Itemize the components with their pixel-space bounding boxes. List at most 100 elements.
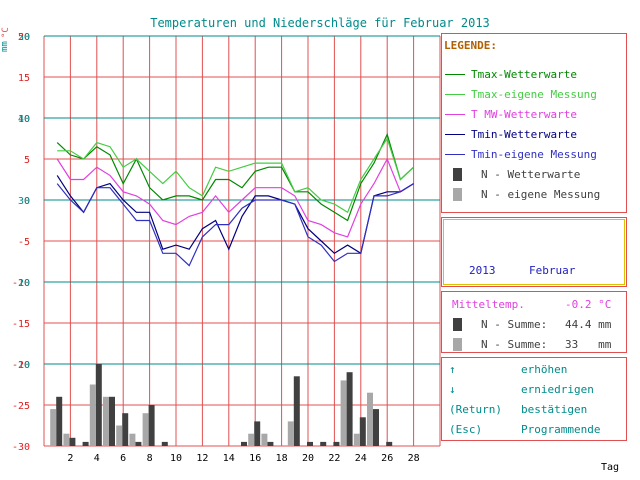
precip-bar xyxy=(142,413,149,446)
period-inner-box xyxy=(443,219,625,285)
side-panel: LEGENDE: Tmax-Wetterwarte Tmax-eigene Mes… xyxy=(441,33,627,441)
key-up-icon[interactable]: ↑ xyxy=(449,363,456,376)
n-sum-own-value: 33 mm xyxy=(565,338,612,351)
legend-swatch xyxy=(445,74,465,75)
precip-bar xyxy=(267,441,274,446)
temperature-lines xyxy=(56,132,415,267)
temp-tick-label: 20 xyxy=(18,32,30,43)
x-tick-label: 10 xyxy=(170,453,182,464)
precip-bar xyxy=(346,372,353,446)
series-line xyxy=(56,183,414,267)
series-line xyxy=(56,157,414,238)
precip-unit-label: mm xyxy=(0,41,10,52)
x-tick-label: 6 xyxy=(120,453,126,464)
legend-label: T MW-Wetterwarte xyxy=(471,108,577,121)
x-axis-label: Tag xyxy=(601,462,619,473)
legend-item: Tmin-eigene Messung xyxy=(441,147,627,163)
precip-bar xyxy=(89,384,96,446)
temp-tick-label: -30 xyxy=(12,442,30,453)
precip-bar xyxy=(95,364,102,446)
key-down-icon[interactable]: ↓ xyxy=(449,383,456,396)
legend-label: N - eigene Messung xyxy=(481,188,601,201)
precip-bar xyxy=(122,413,129,446)
precip-bar xyxy=(386,441,393,446)
legend-item: Tmin-Wetterwarte xyxy=(441,127,627,143)
period-month: Februar xyxy=(529,264,576,277)
x-tick-label: 26 xyxy=(381,453,393,464)
precip-bar xyxy=(50,409,57,446)
temp-tick-label: -5 xyxy=(18,237,30,248)
precip-bar xyxy=(307,441,313,446)
precip-bar xyxy=(129,433,136,446)
control-exit[interactable]: Programmende xyxy=(521,423,601,436)
precipitation-bars xyxy=(50,364,393,446)
control-confirm[interactable]: bestätigen xyxy=(521,403,588,416)
legend-item: Tmax-eigene Messung xyxy=(441,87,627,103)
period-year: 2013 xyxy=(469,264,496,277)
precip-tick-label: 40 xyxy=(18,114,30,125)
x-tick-label: 8 xyxy=(147,453,153,464)
legend-item: Tmax-Wetterwarte xyxy=(441,67,627,83)
precip-bar xyxy=(63,433,70,446)
n-sum-ww-label: N - Summe: xyxy=(481,318,548,331)
x-tick-label: 12 xyxy=(196,453,208,464)
mitteltemp-value: -0.2 °C xyxy=(565,298,612,311)
x-tick-label: 22 xyxy=(328,453,340,464)
temp-tick-label: 5 xyxy=(24,155,30,166)
temp-tick-label: -15 xyxy=(12,319,30,330)
legend-heading: LEGENDE: xyxy=(444,39,497,52)
legend-label: Tmin-Wetterwarte xyxy=(471,128,577,141)
legend-swatch xyxy=(445,134,465,135)
x-tick-label: 24 xyxy=(355,453,367,464)
key-return[interactable]: (Return) xyxy=(449,403,502,416)
precip-bar xyxy=(261,433,268,446)
precip-bar xyxy=(320,441,327,446)
legend-swatch xyxy=(453,168,462,181)
legend-swatch xyxy=(453,188,462,201)
precip-bar xyxy=(359,417,366,446)
series-line xyxy=(57,137,415,214)
control-decrease[interactable]: erniedrigen xyxy=(521,383,594,396)
key-esc[interactable]: (Esc) xyxy=(449,423,483,436)
n-sum-ww-swatch xyxy=(453,318,462,331)
precip-bar xyxy=(248,433,255,446)
stats-box xyxy=(441,291,627,353)
precip-bar xyxy=(367,392,373,446)
x-tick-label: 4 xyxy=(94,453,100,464)
x-tick-label: 28 xyxy=(408,453,420,464)
precip-bar xyxy=(135,441,142,446)
temp-tick-label: 10 xyxy=(18,114,30,125)
control-increase[interactable]: erhöhen xyxy=(521,363,568,376)
controls-box xyxy=(441,357,627,441)
legend-swatch xyxy=(445,114,465,115)
n-sum-ww-value: 44.4 mm xyxy=(565,318,612,331)
x-tick-label: 2 xyxy=(67,453,73,464)
legend-item: N - eigene Messung xyxy=(441,187,627,203)
precip-bar xyxy=(69,437,76,446)
precip-bar xyxy=(109,396,115,446)
legend-swatch xyxy=(445,94,465,95)
legend-label: Tmax-Wetterwarte xyxy=(471,68,577,81)
temp-tick-label: 15 xyxy=(18,73,30,84)
temp-tick-label: -20 xyxy=(12,360,30,371)
temp-tick-label: -10 xyxy=(12,278,30,289)
chart-title: Temperaturen und Niederschläge für Febru… xyxy=(150,16,490,30)
x-tick-label: 16 xyxy=(249,453,261,464)
legend-label: N - Wetterwarte xyxy=(481,168,581,181)
legend-box xyxy=(441,33,627,213)
legend-item: N - Wetterwarte xyxy=(441,167,627,183)
precip-bar xyxy=(116,425,123,446)
n-sum-own-label: N - Summe: xyxy=(481,338,548,351)
precip-bar xyxy=(241,441,247,446)
legend-label: Tmax-eigene Messung xyxy=(471,88,597,101)
precip-bar xyxy=(373,409,379,446)
temp-tick-label: 0 xyxy=(24,196,30,207)
precip-bar xyxy=(148,405,155,446)
temp-unit-label: °C xyxy=(1,27,11,38)
precip-bar xyxy=(161,441,168,446)
precip-bar xyxy=(103,396,109,446)
x-tick-label: 18 xyxy=(276,453,288,464)
series-line xyxy=(56,175,414,255)
